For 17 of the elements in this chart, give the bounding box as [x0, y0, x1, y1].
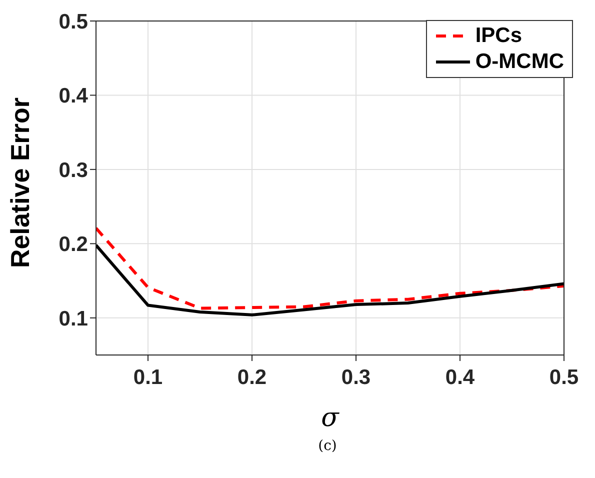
x-tick-label: 0.3: [341, 366, 371, 389]
y-axis-title: Relative Error: [5, 97, 36, 268]
y-tick-label: 0.2: [58, 233, 88, 256]
line-series: [96, 226, 564, 310]
line-series: [96, 244, 564, 316]
x-tick-label: 0.1: [133, 366, 163, 389]
y-tick-label: 0.5: [58, 10, 88, 34]
y-tick-label: 0.3: [58, 158, 88, 182]
legend-label: O-MCMC: [475, 49, 564, 75]
legend-label: IPCs: [475, 23, 522, 49]
y-tick-label: 0.4: [58, 84, 88, 108]
x-tick-label: 0.2: [237, 366, 267, 389]
text: (c): [317, 438, 338, 454]
x-tick-label: 0.5: [549, 366, 579, 389]
x-axis-title: σ: [321, 403, 340, 433]
y-tick-label: 0.1: [58, 307, 88, 330]
x-tick-label: 0.4: [445, 366, 475, 389]
